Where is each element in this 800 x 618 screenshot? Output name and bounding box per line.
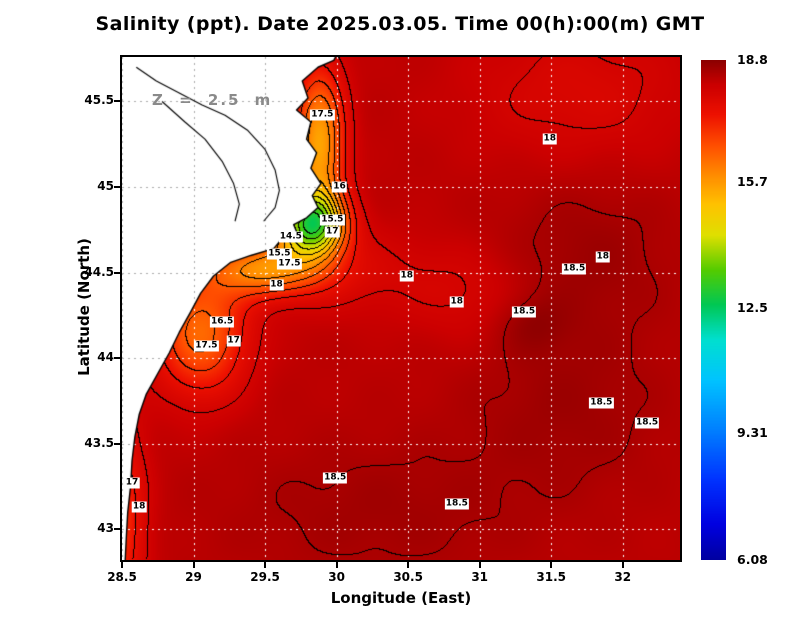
y-tick-mark: [114, 357, 120, 360]
contour-label: 18: [131, 501, 147, 513]
x-tick-mark: [264, 562, 267, 568]
y-tick-label: 45: [97, 179, 114, 194]
x-tick-label: 32: [614, 570, 632, 584]
y-tick-label: 45.5: [84, 93, 114, 108]
colorbar-tick-label: 9.31: [737, 425, 768, 441]
x-tick-label: 29.5: [250, 570, 280, 584]
map-plot-area: Z = 2.5 m 17.5 16 15.5 17 14.5 15.5 17.5 18 18 18…: [120, 55, 682, 562]
contour-label: 17.5: [194, 340, 219, 352]
contour-label: 16: [332, 181, 347, 193]
x-tick-label: 31: [471, 570, 489, 584]
y-tick-mark: [114, 528, 120, 531]
x-tick-mark: [621, 562, 624, 568]
contour-label: 17: [124, 477, 140, 489]
contour-label: 18.5: [634, 417, 660, 429]
colorbar: [701, 60, 726, 560]
contour-label: 14.5: [278, 231, 303, 243]
y-tick-label: 43.5: [84, 435, 114, 450]
depth-label: Z = 2.5 m: [152, 91, 273, 109]
x-tick-label: 30.5: [393, 570, 423, 584]
contour-label: 18.5: [511, 306, 537, 318]
contour-label: 15.5: [320, 214, 345, 226]
contour-label: 15.5: [267, 248, 292, 260]
y-tick-mark: [114, 442, 120, 445]
contour-label: 18.5: [562, 263, 587, 275]
contour-label: 18.5: [323, 472, 348, 484]
contour-label: 18: [595, 251, 610, 263]
contour-label: 18: [449, 296, 465, 308]
x-tick-label: 28.5: [107, 570, 137, 584]
x-tick-mark: [550, 562, 553, 568]
colorbar-tick-label: 12.5: [737, 299, 768, 315]
x-axis-label: Longitude (East): [330, 589, 472, 607]
contour-label: 18.5: [589, 397, 614, 409]
x-tick-mark: [192, 562, 195, 568]
y-tick-label: 43: [97, 521, 114, 536]
y-tick-mark: [114, 100, 120, 103]
contour-label: 16.5: [210, 316, 235, 328]
colorbar-tick-label: 6.08: [737, 552, 768, 567]
y-tick-mark: [114, 186, 120, 189]
x-tick-mark: [121, 562, 123, 568]
y-tick-label: 44: [97, 350, 114, 365]
x-tick-mark: [478, 562, 481, 568]
contour-label: 18: [399, 270, 414, 282]
contour-label: 18: [269, 279, 284, 291]
x-tick-label: 29: [185, 570, 202, 584]
x-tick-mark: [407, 562, 410, 568]
y-tick-label: 44.5: [84, 264, 114, 279]
colorbar-tick-label: 15.7: [737, 173, 768, 189]
contour-label: 18.5: [444, 498, 469, 510]
colorbar-tick-label: 18.8: [737, 52, 768, 67]
contour-label: 17: [226, 335, 241, 347]
contour-label: 17.5: [310, 109, 335, 121]
contour-label: 18: [542, 133, 558, 145]
contour-label: 17: [325, 226, 340, 237]
y-tick-mark: [114, 271, 120, 274]
x-tick-label: 30: [328, 570, 345, 584]
x-tick-label: 31.5: [536, 570, 567, 584]
contour-label: 17.5: [277, 258, 302, 270]
x-tick-mark: [335, 562, 338, 568]
plot-title: Salinity (ppt). Date 2025.03.05. Time 00…: [95, 13, 705, 35]
salinity-field-canvas: [122, 57, 680, 560]
